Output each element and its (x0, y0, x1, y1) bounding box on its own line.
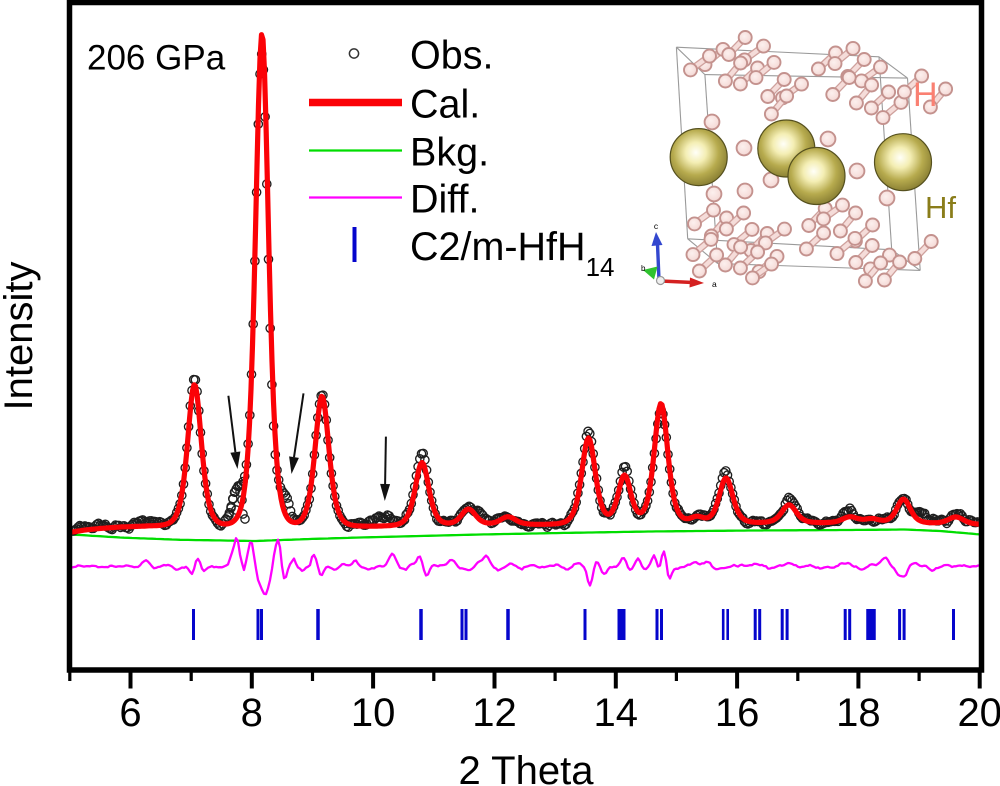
svg-text:Diff.: Diff. (410, 177, 480, 221)
svg-text:14: 14 (594, 691, 639, 735)
svg-text:c: c (654, 221, 659, 231)
svg-text:18: 18 (836, 691, 881, 735)
svg-text:8: 8 (241, 691, 263, 735)
svg-text:Intensity: Intensity (0, 262, 41, 411)
svg-text:H: H (913, 76, 938, 114)
svg-text:Hf: Hf (925, 190, 956, 225)
svg-text:12: 12 (472, 691, 517, 735)
svg-text:6: 6 (119, 691, 141, 735)
svg-text:Obs.: Obs. (410, 33, 493, 77)
svg-text:206 GPa: 206 GPa (87, 39, 226, 78)
svg-text:a: a (712, 279, 717, 289)
svg-text:2 Theta: 2 Theta (459, 749, 595, 786)
svg-text:Bkg.: Bkg. (410, 130, 489, 174)
svg-text:10: 10 (351, 691, 396, 735)
svg-text:20: 20 (957, 691, 1000, 735)
svg-text:16: 16 (715, 691, 760, 735)
svg-text:Cal.: Cal. (410, 82, 480, 126)
svg-text:b: b (641, 264, 646, 273)
